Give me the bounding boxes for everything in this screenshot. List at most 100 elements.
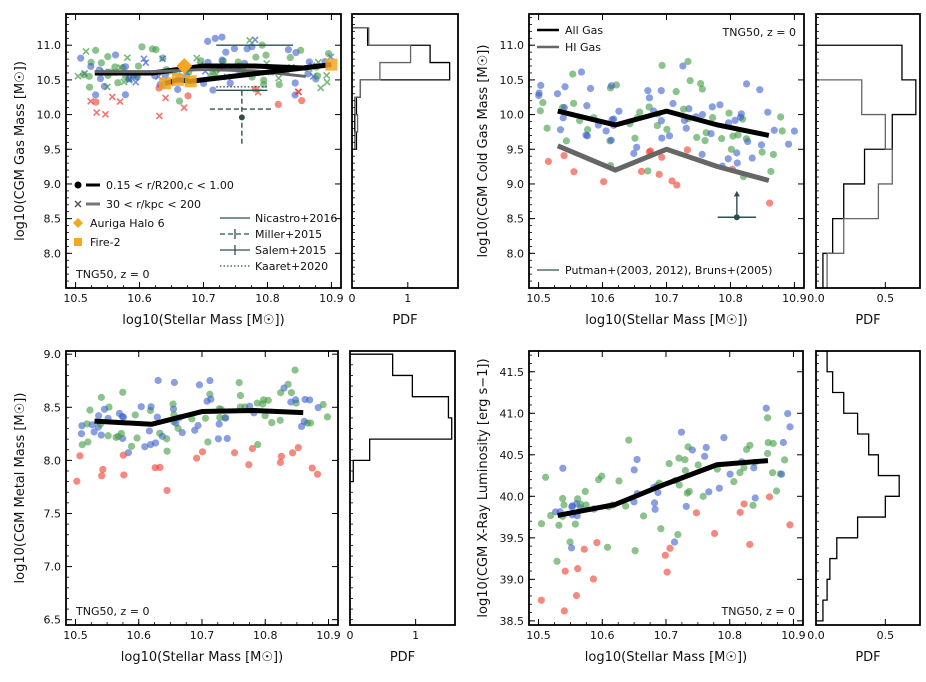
galaxy-cross-point [161,94,170,102]
galaxy-cross-point [251,36,259,44]
galaxy-point [178,429,186,437]
fire2-square-point [171,73,184,86]
galaxy-point [97,59,106,67]
plot-area-xray [537,404,794,615]
galaxy-point [751,494,759,502]
miller-point [238,114,245,121]
axes-frame-metal [65,350,339,626]
galaxy-point [261,412,269,420]
galaxy-point [300,417,308,425]
galaxy-point [252,53,260,61]
galaxy-point [204,37,212,45]
legend-gas-left: 0.15 < r/R200,c < 1.00 30 < r/kpc < 200 Au… [73,179,234,249]
pdf-area-metal [350,353,453,483]
pdf-area-xray [816,351,900,622]
y-tick-label: 7.5 [44,507,62,520]
galaxy-point [770,126,778,134]
galaxy-point [621,502,630,510]
galaxy-point [560,152,568,160]
galaxy-point [603,543,612,551]
galaxy-point [740,464,748,472]
galaxy-point [672,87,680,96]
galaxy-point [767,167,775,176]
galaxy-point [324,49,333,58]
galaxy-point [92,46,100,54]
y-tick-label: 8.5 [507,213,525,226]
galaxy-point [274,100,282,108]
galaxy-point [197,57,205,65]
y-tick-label: 11.0 [500,39,525,52]
galaxy-point [104,432,112,440]
median-line-secondary [556,143,770,183]
galaxy-point [580,545,588,553]
y-tick-label: 10.5 [37,74,62,87]
galaxy-point [683,146,692,154]
galaxy-point [576,500,585,508]
annotation-text: TNG50, z = 0 [722,26,796,39]
galaxy-point [790,127,798,135]
y-tick-label: 11.0 [37,39,62,52]
galaxy-point [765,493,774,501]
y-tick-label: 8.5 [44,213,62,226]
y-axis-label: log10(CGM Gas Mass [M☉]) [13,61,28,241]
y-tick-label: 39.5 [500,532,525,545]
galaxy-point [657,117,665,125]
galaxy-cross-point [108,93,116,101]
galaxy-point [758,148,766,156]
panel-xray: 10.5 10.6 10.7 10.8 10.9 38.5 39.0 39.5 40.0 40.5… [476,350,921,665]
y-tick-label: 38.5 [500,615,525,628]
legend-label: All Gas [565,24,603,37]
galaxy-point [547,511,555,520]
pdf-x-tick-label: 0.5 [877,629,895,642]
galaxy-point [313,470,322,478]
galaxy-point [748,154,756,162]
legend-label: Kaaret+2020 [255,260,328,273]
galaxy-point [562,137,570,145]
galaxy-point [243,45,251,53]
galaxy-point [138,43,146,51]
galaxy-point [602,127,610,135]
galaxy-point [276,416,284,424]
galaxy-point [73,477,81,485]
galaxy-point [77,54,85,62]
y-axis-label: log10(CGM X-Ray Luminosity [erg s−1]) [476,358,491,617]
galaxy-point [784,140,793,148]
galaxy-point [306,396,314,404]
galaxy-cross-point [323,71,331,80]
panels-layer: 10.5 10.6 10.7 10.8 10.98.08.59.09.510.010.5… [13,13,921,665]
galaxy-point [757,141,766,149]
x-axis-label: log10(Stellar Mass [M☉]) [122,313,284,328]
galaxy-point [692,509,701,517]
galaxy-point [577,68,586,76]
y-tick-label: 9.0 [44,348,62,361]
galaxy-point [568,502,576,510]
legend-square-marker [74,238,82,246]
x-tick-label: 10.8 [717,629,742,642]
pdf-frame-metal [349,350,456,626]
y-tick-label: 40.5 [500,449,525,462]
galaxy-point [559,114,567,122]
galaxy-point [87,62,95,70]
galaxy-point [537,596,545,604]
galaxy-point [663,125,671,133]
galaxy-point [749,501,757,509]
galaxy-point [297,46,305,54]
x-tick-label: 10.7 [654,629,679,642]
galaxy-point [191,426,199,434]
galaxy-point [746,540,754,549]
galaxy-point [175,97,184,105]
galaxy-point [582,501,590,509]
galaxy-point [535,91,543,100]
y-tick-label: 40.0 [500,490,525,503]
galaxy-point [740,500,748,508]
x-tick-label: 10.5 [526,292,551,305]
galaxy-point [769,150,778,159]
galaxy-point [727,145,735,153]
galaxy-point [688,446,696,454]
galaxy-point [97,431,105,439]
galaxy-point [245,461,253,469]
pdf-histogram-all [816,44,917,288]
pdf-frame-cold [815,13,921,289]
galaxy-point [663,568,671,576]
x-axis-label: log10(Stellar Mass [M☉]) [121,650,283,665]
